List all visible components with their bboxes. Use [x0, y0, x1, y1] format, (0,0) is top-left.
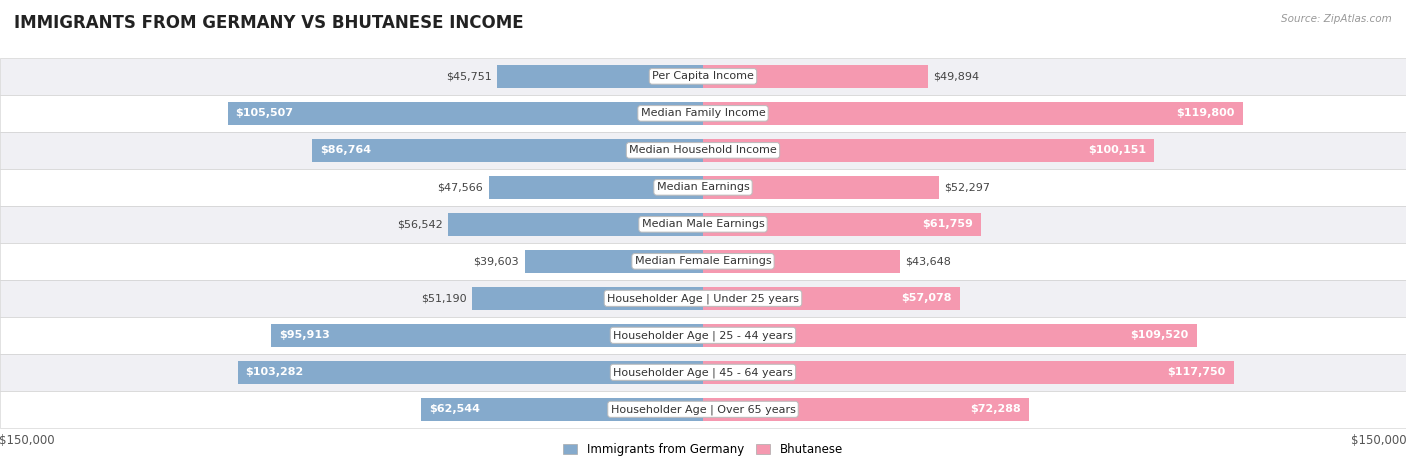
- Text: $109,520: $109,520: [1130, 330, 1188, 340]
- Text: $57,078: $57,078: [901, 293, 952, 304]
- Bar: [238, 361, 703, 384]
- Bar: [0, 354, 1406, 391]
- Text: $49,894: $49,894: [934, 71, 980, 81]
- Bar: [489, 176, 703, 199]
- Text: Median Female Earnings: Median Female Earnings: [634, 256, 772, 266]
- Bar: [703, 361, 1233, 384]
- Text: $95,913: $95,913: [278, 330, 329, 340]
- Text: $119,800: $119,800: [1177, 108, 1234, 118]
- Bar: [703, 176, 939, 199]
- Bar: [703, 65, 928, 88]
- Text: $117,750: $117,750: [1167, 368, 1226, 377]
- Legend: Immigrants from Germany, Bhutanese: Immigrants from Germany, Bhutanese: [558, 439, 848, 461]
- Text: IMMIGRANTS FROM GERMANY VS BHUTANESE INCOME: IMMIGRANTS FROM GERMANY VS BHUTANESE INC…: [14, 14, 523, 32]
- Text: $100,151: $100,151: [1088, 145, 1146, 156]
- Text: $103,282: $103,282: [246, 368, 304, 377]
- Bar: [496, 65, 703, 88]
- Text: $86,764: $86,764: [321, 145, 371, 156]
- Text: Median Male Earnings: Median Male Earnings: [641, 219, 765, 229]
- Bar: [0, 95, 1406, 132]
- Text: Source: ZipAtlas.com: Source: ZipAtlas.com: [1281, 14, 1392, 24]
- Text: Householder Age | 25 - 44 years: Householder Age | 25 - 44 years: [613, 330, 793, 340]
- Bar: [703, 102, 1243, 125]
- Bar: [449, 213, 703, 236]
- Bar: [703, 139, 1154, 162]
- Bar: [0, 132, 1406, 169]
- Bar: [422, 398, 703, 421]
- Text: $105,507: $105,507: [236, 108, 294, 118]
- Bar: [271, 324, 703, 347]
- Bar: [703, 398, 1029, 421]
- Bar: [312, 139, 703, 162]
- Text: $72,288: $72,288: [970, 404, 1021, 414]
- Text: $47,566: $47,566: [437, 182, 484, 192]
- Text: Median Household Income: Median Household Income: [628, 145, 778, 156]
- Text: $61,759: $61,759: [922, 219, 973, 229]
- Bar: [703, 287, 960, 310]
- Text: $51,190: $51,190: [422, 293, 467, 304]
- Text: Householder Age | Under 25 years: Householder Age | Under 25 years: [607, 293, 799, 304]
- Bar: [703, 213, 981, 236]
- Text: $45,751: $45,751: [446, 71, 492, 81]
- Text: Median Earnings: Median Earnings: [657, 182, 749, 192]
- Text: $52,297: $52,297: [943, 182, 990, 192]
- Text: $43,648: $43,648: [905, 256, 950, 266]
- Bar: [472, 287, 703, 310]
- Text: Householder Age | 45 - 64 years: Householder Age | 45 - 64 years: [613, 367, 793, 377]
- Bar: [703, 250, 900, 273]
- Text: $56,542: $56,542: [396, 219, 443, 229]
- Bar: [0, 206, 1406, 243]
- Bar: [0, 317, 1406, 354]
- Text: $39,603: $39,603: [474, 256, 519, 266]
- Text: Per Capita Income: Per Capita Income: [652, 71, 754, 81]
- Bar: [228, 102, 703, 125]
- Text: Median Family Income: Median Family Income: [641, 108, 765, 118]
- Text: $62,544: $62,544: [429, 404, 481, 414]
- Text: Householder Age | Over 65 years: Householder Age | Over 65 years: [610, 404, 796, 415]
- Bar: [524, 250, 703, 273]
- Bar: [0, 58, 1406, 95]
- Bar: [0, 243, 1406, 280]
- Bar: [0, 391, 1406, 428]
- Bar: [0, 280, 1406, 317]
- Bar: [703, 324, 1197, 347]
- Bar: [0, 169, 1406, 206]
